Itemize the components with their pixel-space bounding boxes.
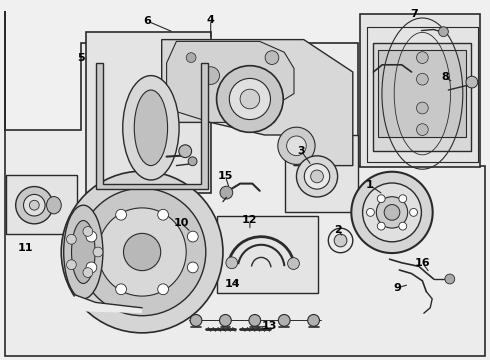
Circle shape — [445, 274, 455, 284]
Circle shape — [202, 67, 220, 85]
Circle shape — [67, 260, 76, 270]
Text: 5: 5 — [77, 53, 85, 63]
Circle shape — [187, 262, 198, 273]
Circle shape — [288, 258, 299, 269]
Circle shape — [86, 262, 97, 273]
Text: 16: 16 — [415, 258, 430, 268]
Circle shape — [16, 186, 53, 224]
Circle shape — [308, 315, 319, 326]
Circle shape — [226, 257, 238, 269]
Ellipse shape — [72, 220, 95, 283]
Circle shape — [240, 89, 260, 109]
Circle shape — [399, 195, 407, 203]
Circle shape — [367, 208, 374, 216]
Circle shape — [229, 78, 270, 120]
Circle shape — [98, 208, 186, 296]
Circle shape — [416, 52, 428, 63]
Bar — [360, 14, 480, 167]
Circle shape — [296, 156, 338, 197]
Circle shape — [278, 127, 315, 165]
Circle shape — [179, 145, 192, 158]
Circle shape — [67, 234, 76, 244]
Circle shape — [190, 315, 202, 326]
Circle shape — [220, 186, 233, 199]
Polygon shape — [69, 295, 142, 313]
Circle shape — [304, 164, 330, 189]
Text: 6: 6 — [143, 16, 151, 26]
Circle shape — [83, 267, 93, 278]
Circle shape — [416, 73, 428, 85]
Circle shape — [363, 183, 421, 242]
Circle shape — [61, 171, 223, 333]
Circle shape — [287, 136, 306, 156]
Circle shape — [116, 210, 126, 220]
Polygon shape — [378, 50, 466, 137]
Text: 10: 10 — [173, 218, 189, 228]
Circle shape — [334, 234, 347, 247]
Circle shape — [416, 124, 428, 135]
Circle shape — [376, 197, 408, 228]
Circle shape — [158, 284, 169, 294]
Circle shape — [416, 102, 428, 114]
Circle shape — [466, 76, 478, 88]
Circle shape — [93, 247, 103, 257]
Ellipse shape — [47, 197, 61, 214]
Polygon shape — [167, 41, 294, 122]
Text: 12: 12 — [242, 215, 258, 225]
Text: 13: 13 — [262, 321, 277, 331]
Circle shape — [86, 231, 97, 242]
Text: 4: 4 — [207, 15, 215, 25]
Circle shape — [29, 200, 39, 210]
Circle shape — [158, 210, 169, 220]
Text: 9: 9 — [393, 283, 401, 293]
Polygon shape — [5, 11, 485, 356]
Bar — [86, 32, 211, 193]
Bar — [6, 175, 77, 234]
Circle shape — [83, 226, 93, 237]
Text: 7: 7 — [410, 9, 418, 19]
Circle shape — [278, 315, 290, 326]
Circle shape — [249, 315, 261, 326]
Circle shape — [439, 27, 448, 37]
Circle shape — [351, 172, 433, 253]
Ellipse shape — [134, 90, 168, 166]
Circle shape — [188, 157, 197, 166]
Bar — [285, 135, 358, 212]
Circle shape — [187, 231, 198, 242]
Circle shape — [410, 208, 417, 216]
Text: 15: 15 — [218, 171, 233, 181]
Ellipse shape — [64, 205, 103, 299]
Circle shape — [384, 204, 400, 220]
Text: 8: 8 — [441, 72, 449, 82]
Text: 11: 11 — [18, 243, 33, 253]
Text: 14: 14 — [225, 279, 241, 289]
Circle shape — [265, 51, 279, 64]
Circle shape — [377, 195, 385, 203]
Circle shape — [24, 194, 45, 216]
Ellipse shape — [122, 76, 179, 180]
Circle shape — [217, 66, 283, 132]
Polygon shape — [373, 43, 471, 151]
Polygon shape — [162, 40, 353, 166]
Text: 2: 2 — [334, 225, 342, 235]
Text: 1: 1 — [366, 180, 374, 190]
Circle shape — [78, 188, 206, 316]
Circle shape — [116, 284, 126, 294]
Circle shape — [186, 53, 196, 63]
Text: 3: 3 — [297, 146, 305, 156]
Polygon shape — [96, 63, 208, 189]
Bar — [217, 216, 318, 293]
Circle shape — [311, 170, 323, 183]
Circle shape — [220, 315, 231, 326]
Circle shape — [399, 222, 407, 230]
Circle shape — [123, 233, 161, 271]
Circle shape — [377, 222, 385, 230]
